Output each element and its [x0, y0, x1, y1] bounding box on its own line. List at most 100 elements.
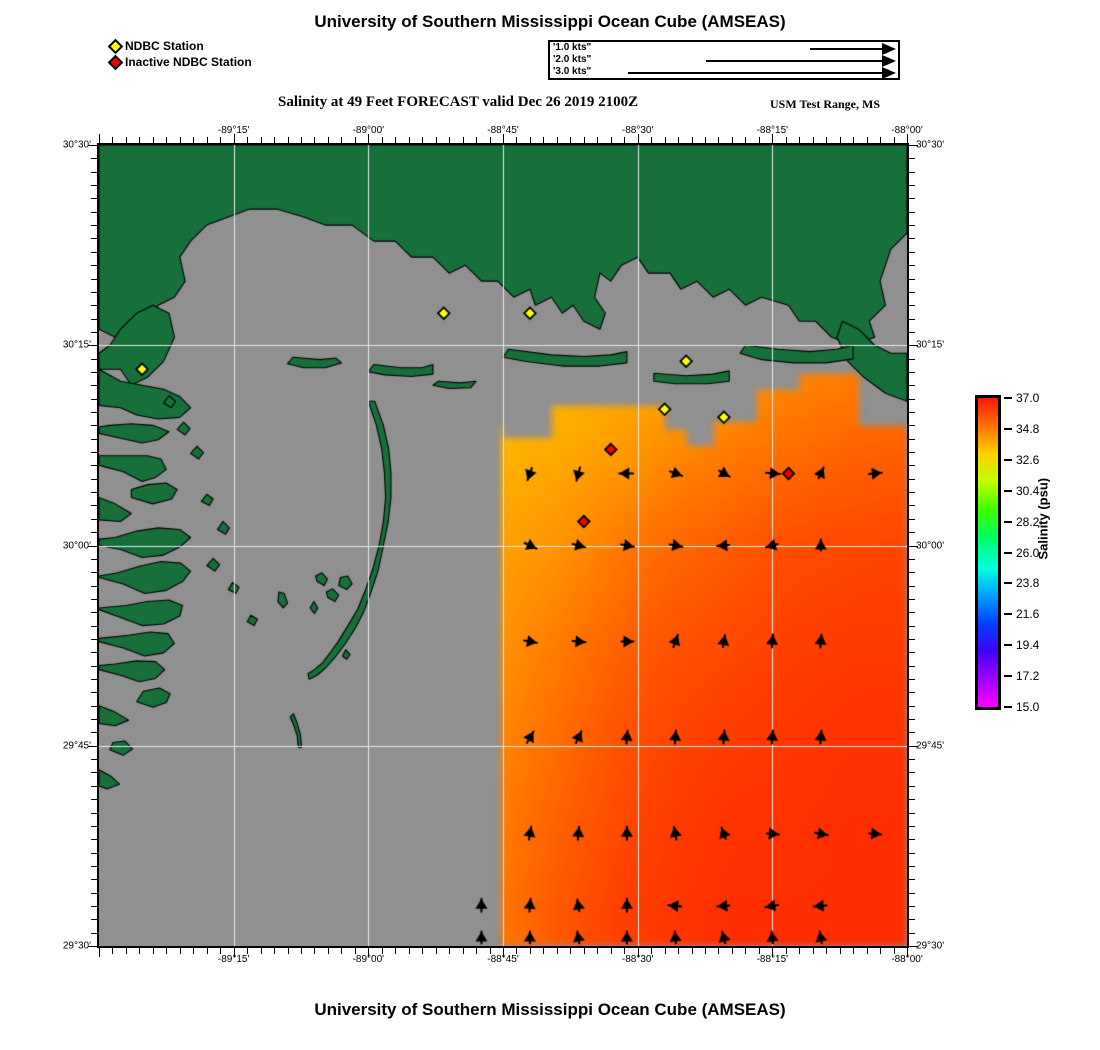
lon-tick-label-bottom-3: -88°30' [621, 954, 654, 965]
lat-minor-tick-right-29 [909, 532, 915, 534]
lat-minor-tick-right-38 [909, 652, 915, 654]
colorbar-tick-10 [1004, 706, 1012, 708]
lat-minor-tick-right-56 [909, 892, 915, 894]
lon-tick-label-top-1: -89°00' [352, 125, 385, 136]
colorbar-tick-label-6: 23.8 [1016, 576, 1040, 591]
lat-minor-tick-right-1 [909, 158, 915, 160]
colorbar-tick-label-9: 17.2 [1016, 669, 1040, 684]
lon-minor-tick-bottom-10 [233, 948, 235, 957]
lat-minor-tick-right-28 [909, 518, 915, 520]
lat-minor-tick-right-2 [909, 171, 915, 173]
lon-minor-tick-bottom-16 [314, 948, 316, 954]
lat-tick-label-right-1: 30°15' [916, 339, 945, 351]
lon-tick-label-bottom-4: -88°15' [756, 954, 789, 965]
lat-minor-tick-right-43 [909, 719, 915, 721]
colorbar-tick-6 [1004, 582, 1012, 585]
lon-minor-tick-bottom-24 [422, 948, 424, 954]
lon-minor-tick-bottom-34 [556, 948, 558, 954]
lat-minor-tick-left-15 [88, 345, 97, 347]
lat-minor-tick-right-58 [909, 919, 915, 921]
lon-minor-tick-bottom-51 [785, 948, 787, 954]
map-canvas[interactable] [99, 145, 907, 946]
vector-arrowhead-3 [882, 67, 896, 79]
lon-minor-tick-bottom-14 [287, 948, 289, 954]
lat-minor-tick-right-13 [909, 318, 915, 320]
colorbar-tick-4 [1004, 520, 1012, 523]
vector-arrowhead-1 [882, 43, 896, 55]
lat-tick-label-left-3: 29°45' [62, 740, 91, 752]
lat-minor-tick-right-25 [909, 478, 915, 480]
lat-minor-tick-right-21 [909, 425, 915, 427]
lon-minor-tick-bottom-11 [247, 948, 249, 954]
lat-minor-tick-right-59 [909, 932, 915, 934]
lat-minor-tick-right-0 [909, 145, 918, 146]
lon-minor-tick-bottom-31 [516, 948, 518, 954]
lon-minor-tick-bottom-8 [206, 948, 208, 954]
lon-minor-tick-bottom-1 [112, 948, 114, 954]
lat-minor-tick-right-51 [909, 825, 915, 827]
vector-arrowhead-2 [882, 55, 896, 67]
lat-minor-tick-left-45 [88, 745, 97, 747]
lon-minor-tick-bottom-59 [893, 948, 895, 954]
lon-tick-label-top-5: -88°00' [891, 125, 923, 136]
lon-minor-tick-bottom-0 [99, 948, 100, 957]
vector-shaft-2 [706, 60, 882, 62]
lat-minor-tick-right-14 [909, 331, 915, 333]
lon-minor-tick-bottom-7 [193, 948, 195, 954]
lat-minor-tick-right-32 [909, 572, 915, 574]
lat-minor-tick-right-50 [909, 812, 915, 814]
lon-minor-tick-bottom-44 [691, 948, 693, 954]
lon-minor-tick-bottom-47 [731, 948, 733, 954]
lat-minor-tick-right-9 [909, 265, 915, 267]
lat-minor-tick-right-10 [909, 278, 915, 280]
lon-minor-tick-bottom-6 [179, 948, 181, 954]
lon-tick-label-bottom-5: -88°00' [891, 954, 923, 965]
lat-minor-tick-right-41 [909, 692, 915, 694]
lon-minor-tick-bottom-60 [907, 948, 908, 957]
lon-minor-tick-bottom-52 [799, 948, 801, 954]
vector-legend-label-1: '1.0 kts" [553, 42, 592, 53]
lat-tick-label-right-0: 30°30' [916, 139, 945, 151]
lon-minor-tick-top-0 [99, 134, 100, 143]
lon-minor-tick-bottom-53 [812, 948, 814, 954]
vector-legend-row-1: '1.0 kts" [550, 42, 898, 56]
colorbar-tick-label-0: 37.0 [1016, 391, 1040, 405]
lat-minor-tick-right-37 [909, 638, 915, 640]
colorbar-tick-label-1: 34.8 [1016, 421, 1040, 436]
lon-tick-label-bottom-2: -88°45' [487, 954, 519, 965]
lon-minor-tick-bottom-39 [624, 948, 626, 954]
lon-minor-tick-bottom-37 [597, 948, 599, 954]
map-panel[interactable] [97, 143, 909, 948]
colorbar-tick-1 [1004, 427, 1012, 430]
lat-minor-tick-right-26 [909, 492, 915, 494]
lon-minor-tick-bottom-42 [664, 948, 666, 954]
lat-tick-label-right-3: 29°45' [916, 740, 945, 752]
lat-minor-tick-right-5 [909, 211, 915, 213]
lon-minor-tick-bottom-9 [220, 948, 222, 954]
lon-minor-tick-bottom-13 [274, 948, 276, 954]
lon-minor-tick-bottom-17 [327, 948, 329, 954]
lon-minor-tick-bottom-27 [462, 948, 464, 954]
legend-item-ndbc-station: NDBC Station [107, 38, 252, 54]
test-range-label: USM Test Range, MS [770, 97, 881, 111]
vector-legend-row-2: '2.0 kts" [550, 54, 898, 68]
lon-minor-tick-bottom-22 [395, 948, 397, 954]
lat-minor-tick-right-27 [909, 505, 915, 507]
lat-minor-tick-right-23 [909, 452, 915, 454]
lon-tick-label-bottom-0: -89°15' [217, 954, 250, 965]
lat-minor-tick-right-18 [909, 385, 915, 387]
station-legend: NDBC Station Inactive NDBC Station [107, 38, 252, 70]
lat-minor-tick-right-3 [909, 185, 915, 187]
lon-minor-tick-top-50 [772, 134, 774, 143]
legend-item-inactive-ndbc-station: Inactive NDBC Station [107, 54, 252, 70]
lat-minor-tick-right-16 [909, 358, 915, 360]
lat-minor-tick-right-53 [909, 852, 915, 854]
lon-minor-tick-bottom-32 [529, 948, 531, 954]
lat-minor-tick-right-39 [909, 665, 915, 667]
colorbar-tick-7 [1004, 613, 1012, 616]
lat-tick-label-left-1: 30°15' [62, 339, 91, 351]
lat-minor-tick-right-6 [909, 225, 915, 227]
colorbar-tick-5 [1004, 551, 1012, 554]
lon-minor-tick-bottom-40 [637, 948, 639, 957]
lat-minor-tick-right-19 [909, 398, 915, 400]
